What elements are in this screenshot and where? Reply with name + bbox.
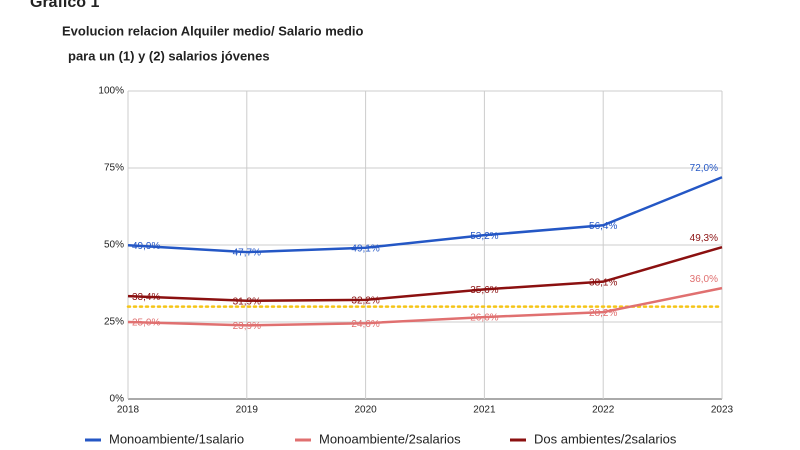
- y-tick-label: 50%: [104, 240, 124, 251]
- value-label: 32,2%: [351, 295, 379, 306]
- legend-label: Monoambiente/2salarios: [319, 431, 461, 446]
- value-label: 56,4%: [589, 221, 617, 232]
- series-line: [127, 176, 723, 254]
- x-tick-label: 2020: [354, 405, 377, 416]
- value-label: 35,6%: [470, 285, 498, 296]
- value-label: 53,2%: [470, 231, 498, 242]
- value-label: 47,7%: [233, 248, 261, 259]
- chart-subtitle: para un (1) y (2) salarios jóvenes: [68, 48, 270, 63]
- value-label: 49,3%: [690, 233, 718, 244]
- y-tick-label: 75%: [104, 163, 124, 174]
- value-label: 24,6%: [351, 319, 379, 330]
- x-tick-label: 2018: [117, 405, 140, 416]
- series-line: [127, 245, 723, 302]
- value-label: 49,9%: [132, 241, 160, 252]
- x-tick-label: 2019: [236, 405, 259, 416]
- value-label: 25,0%: [132, 318, 160, 329]
- legend-label: Dos ambientes/2salarios: [534, 431, 677, 446]
- x-tick-label: 2021: [473, 405, 496, 416]
- legend-label: Monoambiente/1salario: [109, 431, 244, 446]
- value-label: 23,9%: [233, 321, 261, 332]
- value-label: 33,4%: [132, 292, 160, 303]
- value-label: 38,1%: [589, 277, 617, 288]
- y-tick-label: 0%: [110, 394, 125, 405]
- y-tick-label: 100%: [98, 86, 124, 97]
- value-label: 31,9%: [233, 296, 261, 307]
- y-tick-label: 25%: [104, 317, 124, 328]
- value-label: 28,2%: [589, 308, 617, 319]
- value-label: 49,1%: [351, 243, 379, 254]
- chart-title: Evolucion relacion Alquiler medio/ Salar…: [62, 23, 364, 38]
- x-tick-label: 2022: [592, 405, 615, 416]
- value-label: 36,0%: [690, 274, 718, 285]
- value-label: 72,0%: [690, 163, 718, 174]
- figure-label: Gráfico 1: [30, 0, 99, 11]
- series-line: [127, 286, 723, 327]
- value-label: 26,6%: [470, 313, 498, 324]
- x-tick-label: 2023: [711, 405, 734, 416]
